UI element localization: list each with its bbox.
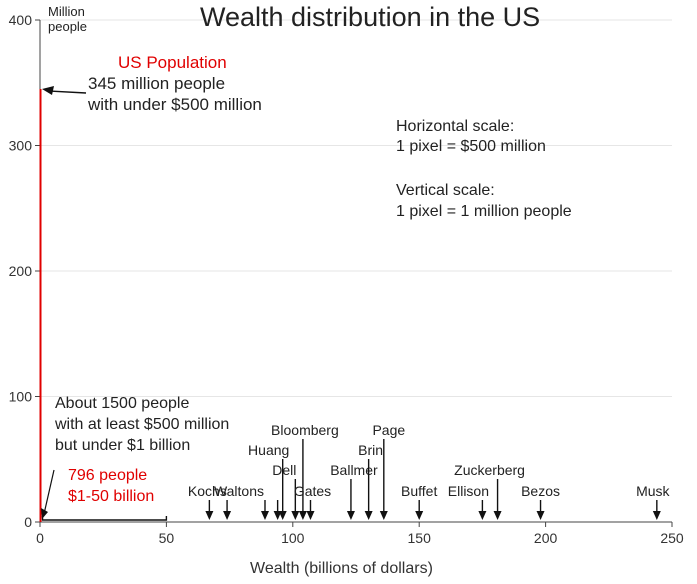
billionaire-arrowhead [298, 511, 307, 520]
billionaire-arrowhead [652, 511, 661, 520]
y-axis-label: Million people [48, 4, 88, 34]
x-tick-label: 150 [408, 530, 432, 546]
population-pointer-line [49, 90, 87, 94]
x-tick-label: 250 [660, 530, 684, 546]
billionaire-arrowhead [291, 511, 300, 520]
billionaire-label: Gates [294, 483, 331, 499]
mid-tier-note-line-3: but under $1 billion [55, 437, 191, 454]
billionaire-label: Page [372, 422, 405, 438]
population-note-line-2: with under $500 million [88, 95, 262, 114]
billionaire-arrowhead [205, 511, 214, 520]
billionaire-arrowhead [278, 511, 287, 520]
low-tier-bracket [41, 516, 168, 521]
y-tick-label: 400 [9, 12, 33, 28]
billionaire-label: Ballmer [330, 462, 378, 478]
y-tick-label: 100 [9, 389, 33, 405]
population-bar-label: US Population [118, 53, 227, 72]
low-tier-note-line-1: 796 people [68, 467, 148, 484]
billionaire-label: Kochs [188, 483, 227, 499]
billionaire-arrowhead [223, 511, 232, 520]
billionaire-arrowhead [478, 511, 487, 520]
billionaire-arrowhead [346, 511, 355, 520]
mid-tier-note-line-1: About 1500 people [55, 395, 190, 412]
mid-tier-note-line-2: with at least $500 million [55, 416, 230, 433]
x-tick-label: 50 [159, 530, 175, 546]
vertical-scale-line-1: Vertical scale: [396, 182, 495, 199]
horizontal-scale-line-2: 1 pixel = $500 million [396, 138, 546, 155]
billionaire-label: Zuckerberg [454, 462, 525, 478]
horizontal-scale-line-1: Horizontal scale: [396, 118, 515, 135]
billionaire-label: Bloomberg [271, 422, 339, 438]
billionaire-arrowhead [493, 511, 502, 520]
billionaire-label: Brin [358, 442, 383, 458]
billionaire-label: Ellison [448, 483, 489, 499]
billionaire-arrowhead [379, 511, 388, 520]
billionaire-label: Musk [636, 483, 670, 499]
population-note-line-1: 345 million people [88, 74, 226, 93]
y-tick-label: 0 [24, 514, 32, 530]
billionaire-label: Waltons [214, 483, 264, 499]
population-pointer-head [42, 86, 54, 96]
billionaire-label: Huang [248, 442, 289, 458]
billionaire-label: Dell [272, 462, 296, 478]
billionaire-arrowhead [364, 511, 373, 520]
x-tick-label: 200 [534, 530, 558, 546]
y-tick-label: 200 [9, 263, 33, 279]
x-tick-label: 100 [281, 530, 305, 546]
billionaire-arrowhead [536, 511, 545, 520]
billionaire-label: Bezos [521, 483, 560, 499]
billionaire-arrowhead [415, 511, 424, 520]
billionaire-arrowhead [260, 511, 269, 520]
x-tick-label: 0 [36, 530, 44, 546]
mid-tier-pointer-line [43, 469, 55, 515]
y-tick-label: 300 [9, 138, 33, 154]
chart-title: Wealth distribution in the US [200, 2, 541, 32]
low-tier-note-line-2: $1-50 billion [68, 488, 155, 505]
vertical-scale-line-2: 1 pixel = 1 million people [396, 203, 572, 220]
billionaire-arrowhead [306, 511, 315, 520]
billionaire-arrowhead [273, 511, 282, 520]
gridlines [40, 19, 672, 397]
billionaire-label: Buffet [401, 483, 437, 499]
x-axis-label: Wealth (billions of dollars) [250, 560, 433, 577]
